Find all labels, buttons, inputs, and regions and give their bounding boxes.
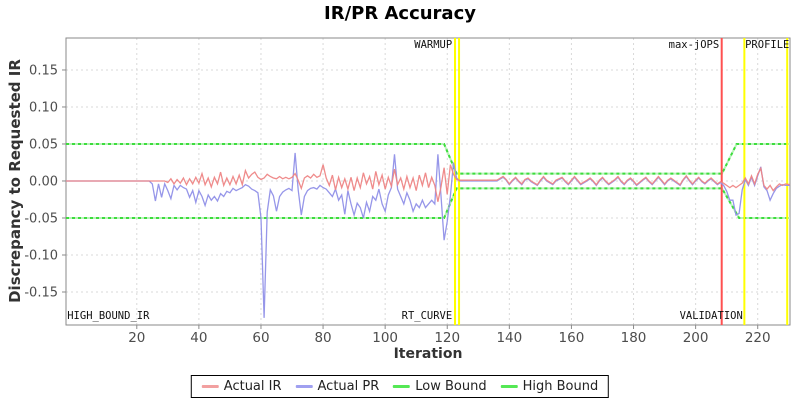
x-tick-label: 60 xyxy=(252,330,269,346)
x-tick-label: 180 xyxy=(621,330,647,346)
legend-swatch xyxy=(295,385,313,388)
y-tick-label: 0.05 xyxy=(29,137,58,152)
legend: Actual IR Actual PR Low Bound High Bound xyxy=(190,375,610,398)
y-tick-label: 0.00 xyxy=(29,174,58,189)
legend-label: Actual PR xyxy=(317,379,380,394)
low-bound-line-dash xyxy=(66,187,790,219)
y-tick-label: 0.10 xyxy=(29,100,58,115)
annotation-warmup: WARMUP xyxy=(414,39,452,51)
legend-swatch xyxy=(201,385,219,388)
legend-swatch xyxy=(500,385,518,388)
x-tick-label: 120 xyxy=(434,330,460,346)
chart-title: IR/PR Accuracy xyxy=(324,3,476,24)
high-bound-line xyxy=(66,143,790,175)
actual-ir-line xyxy=(66,164,791,202)
x-tick-label: 80 xyxy=(314,330,331,346)
legend-item-actual-ir: Actual IR xyxy=(201,379,282,394)
x-tick-label: 20 xyxy=(128,330,145,346)
y-tick-label: -0.05 xyxy=(24,211,58,226)
legend-item-actual-pr: Actual PR xyxy=(295,379,380,394)
legend-label: Actual IR xyxy=(223,379,282,394)
legend-item-high-bound: High Bound xyxy=(500,379,599,394)
annotation-rt-curve: RT_CURVE xyxy=(402,310,453,322)
x-tick-label: 140 xyxy=(496,330,522,346)
y-tick-label: 0.15 xyxy=(29,63,58,78)
high-bound-line-dash xyxy=(66,143,790,175)
actual-pr-line xyxy=(66,152,790,318)
legend-item-low-bound: Low Bound xyxy=(393,379,487,394)
legend-label: High Bound xyxy=(522,379,599,394)
low-bound-line xyxy=(66,187,790,219)
annotation-profile: PROFILE xyxy=(745,39,789,51)
x-tick-label: 200 xyxy=(683,330,709,346)
legend-swatch xyxy=(393,385,411,388)
x-tick-label: 160 xyxy=(559,330,585,346)
y-tick-label: -0.10 xyxy=(24,248,58,263)
annotation-max-jops: max-jOPS xyxy=(669,39,720,51)
x-tick-label: 40 xyxy=(190,330,207,346)
x-tick-label: 220 xyxy=(745,330,771,346)
legend-label: Low Bound xyxy=(415,379,487,394)
x-axis-title: Iteration xyxy=(393,346,463,362)
y-tick-label: -0.15 xyxy=(24,285,58,300)
annotation-high-bound-ir: HIGH_BOUND_IR xyxy=(67,310,150,322)
annotation-validation: VALIDATION xyxy=(680,310,743,322)
x-tick-label: 100 xyxy=(372,330,398,346)
